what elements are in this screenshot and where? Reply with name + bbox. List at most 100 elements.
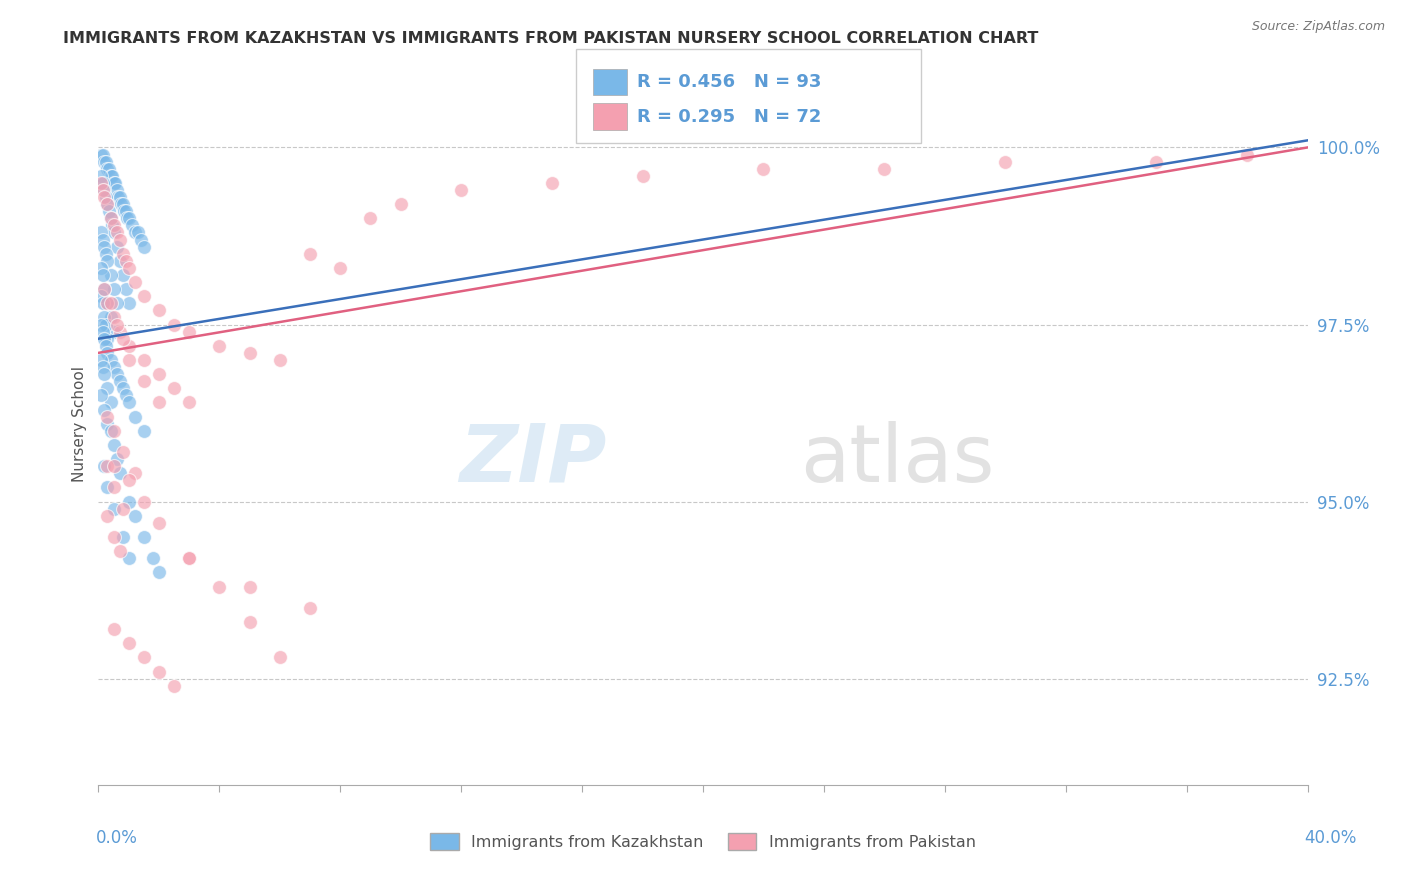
- Point: [107, 190, 129, 204]
- Point: [239, 346, 262, 360]
- Point: [111, 501, 134, 516]
- Point: [540, 176, 562, 190]
- Point: [90, 226, 112, 240]
- Point: [148, 566, 170, 580]
- Point: [118, 296, 141, 310]
- Y-axis label: Nursery School: Nursery School: [72, 366, 87, 482]
- Point: [90, 147, 112, 161]
- Point: [91, 325, 114, 339]
- Point: [148, 395, 170, 409]
- Point: [100, 353, 122, 368]
- Point: [103, 310, 125, 325]
- Point: [132, 289, 155, 303]
- Point: [132, 650, 155, 665]
- Point: [103, 438, 125, 452]
- Point: [111, 246, 134, 260]
- Point: [179, 551, 201, 566]
- Point: [121, 219, 143, 233]
- Point: [94, 339, 117, 353]
- Point: [100, 310, 122, 325]
- Point: [239, 580, 262, 594]
- Point: [118, 353, 141, 368]
- Point: [96, 253, 118, 268]
- Point: [100, 169, 122, 183]
- Point: [96, 409, 118, 424]
- Point: [108, 233, 131, 247]
- Point: [103, 226, 125, 240]
- Point: [100, 424, 122, 438]
- Point: [94, 154, 117, 169]
- Point: [124, 467, 146, 481]
- Point: [114, 388, 136, 402]
- Text: ZIP: ZIP: [458, 421, 606, 499]
- Point: [299, 246, 322, 260]
- Point: [994, 154, 1017, 169]
- Point: [103, 424, 125, 438]
- Point: [96, 480, 118, 494]
- Point: [93, 367, 115, 381]
- Point: [118, 339, 141, 353]
- Legend: Immigrants from Kazakhstan, Immigrants from Pakistan: Immigrants from Kazakhstan, Immigrants f…: [423, 826, 983, 856]
- Point: [208, 339, 231, 353]
- Point: [98, 204, 121, 219]
- Point: [115, 211, 138, 226]
- Text: R = 0.456   N = 93: R = 0.456 N = 93: [637, 73, 821, 91]
- Point: [96, 296, 118, 310]
- Text: atlas: atlas: [800, 421, 994, 499]
- Point: [96, 459, 118, 474]
- Point: [132, 494, 155, 508]
- Point: [100, 211, 122, 226]
- Point: [90, 353, 112, 368]
- Point: [98, 161, 121, 176]
- Point: [103, 530, 125, 544]
- Point: [93, 402, 115, 417]
- Point: [389, 197, 412, 211]
- Point: [93, 282, 115, 296]
- Point: [93, 332, 115, 346]
- Point: [105, 367, 128, 381]
- Point: [118, 636, 141, 650]
- Point: [111, 332, 134, 346]
- Point: [96, 197, 118, 211]
- Point: [100, 395, 122, 409]
- Point: [101, 169, 124, 183]
- Point: [90, 388, 112, 402]
- Point: [103, 622, 125, 636]
- Point: [96, 381, 118, 395]
- Point: [239, 615, 262, 629]
- Point: [118, 395, 141, 409]
- Point: [103, 219, 125, 233]
- Point: [93, 239, 115, 253]
- Point: [148, 303, 170, 318]
- Point: [752, 161, 775, 176]
- Point: [93, 310, 115, 325]
- Point: [100, 211, 122, 226]
- Point: [93, 183, 115, 197]
- Point: [114, 253, 136, 268]
- Point: [329, 260, 352, 275]
- Point: [90, 318, 112, 332]
- Point: [103, 501, 125, 516]
- Point: [108, 325, 131, 339]
- Point: [108, 374, 131, 388]
- Point: [142, 551, 165, 566]
- Point: [148, 367, 170, 381]
- Point: [90, 169, 112, 183]
- Point: [90, 176, 112, 190]
- Point: [163, 381, 186, 395]
- Point: [100, 296, 122, 310]
- Point: [90, 289, 112, 303]
- Point: [299, 600, 322, 615]
- Point: [132, 239, 155, 253]
- Point: [124, 226, 146, 240]
- Point: [179, 551, 201, 566]
- Point: [450, 183, 472, 197]
- Point: [114, 282, 136, 296]
- Point: [103, 459, 125, 474]
- Point: [179, 325, 201, 339]
- Point: [132, 353, 155, 368]
- Point: [111, 530, 134, 544]
- Text: 40.0%: 40.0%: [1305, 829, 1357, 847]
- Point: [103, 325, 125, 339]
- Point: [103, 282, 125, 296]
